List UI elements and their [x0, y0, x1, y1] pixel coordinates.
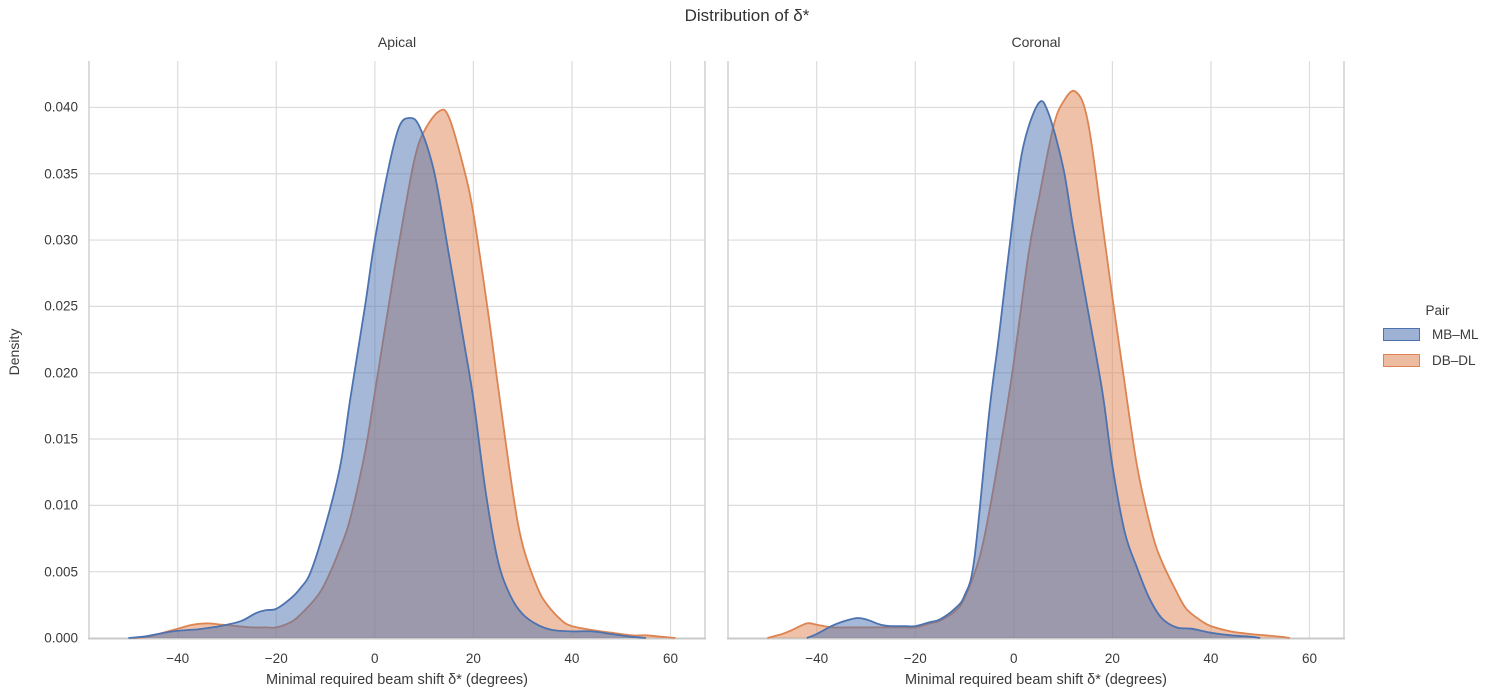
y-tick-label: 0.000 — [44, 630, 78, 646]
x-tick-label: 60 — [1301, 651, 1318, 666]
y-tick-label: 0.020 — [44, 365, 78, 381]
kde-line-mb-ml — [128, 117, 646, 639]
legend-entry-label: MB–ML — [1432, 327, 1479, 342]
y-tick-label: 0.010 — [44, 497, 78, 513]
x-axis-label-apical: Minimal required beam shift δ* (degrees) — [266, 672, 528, 688]
legend-entry-label: DB–DL — [1432, 353, 1476, 368]
figure-title: Distribution of δ* — [684, 6, 810, 25]
kde-line-mb-ml — [806, 100, 1261, 639]
legend-entry: MB–ML — [1383, 327, 1494, 342]
x-tick-label: −20 — [903, 651, 927, 666]
x-tick-label: 0 — [1010, 651, 1018, 666]
legend: Pair MB–ML DB–DL — [1381, 303, 1494, 379]
x-tick-label: 20 — [1104, 651, 1120, 666]
facet-title-coronal: Coronal — [1011, 34, 1061, 50]
legend-swatch-icon — [1383, 354, 1420, 367]
legend-items: MB–ML DB–DL — [1381, 327, 1494, 368]
x-tick-label: −40 — [166, 651, 190, 666]
kde-area-mb-ml — [806, 101, 1261, 638]
y-tick-label: 0.025 — [44, 298, 78, 314]
legend-swatch-icon — [1383, 328, 1420, 341]
x-tick-label: 0 — [371, 651, 379, 666]
x-axis-label-coronal: Minimal required beam shift δ* (degrees) — [905, 672, 1167, 688]
y-tick-label: 0.035 — [44, 166, 78, 182]
facet-title-apical: Apical — [377, 34, 417, 50]
x-tick-label: −40 — [805, 651, 829, 666]
x-tick-label: 40 — [1203, 651, 1219, 666]
kde-area-mb-ml — [128, 117, 646, 638]
y-tick-label: 0.015 — [44, 431, 78, 447]
y-tick-label: 0.005 — [44, 564, 78, 580]
legend-entry: DB–DL — [1383, 353, 1494, 368]
y-tick-label: 0.040 — [44, 99, 78, 115]
x-tick-label: 60 — [662, 651, 679, 666]
x-tick-label: 40 — [564, 651, 580, 666]
y-tick-label: 0.030 — [44, 232, 78, 248]
x-tick-label: −20 — [264, 651, 288, 666]
legend-title: Pair — [1425, 303, 1450, 318]
x-tick-label: 20 — [465, 651, 481, 666]
